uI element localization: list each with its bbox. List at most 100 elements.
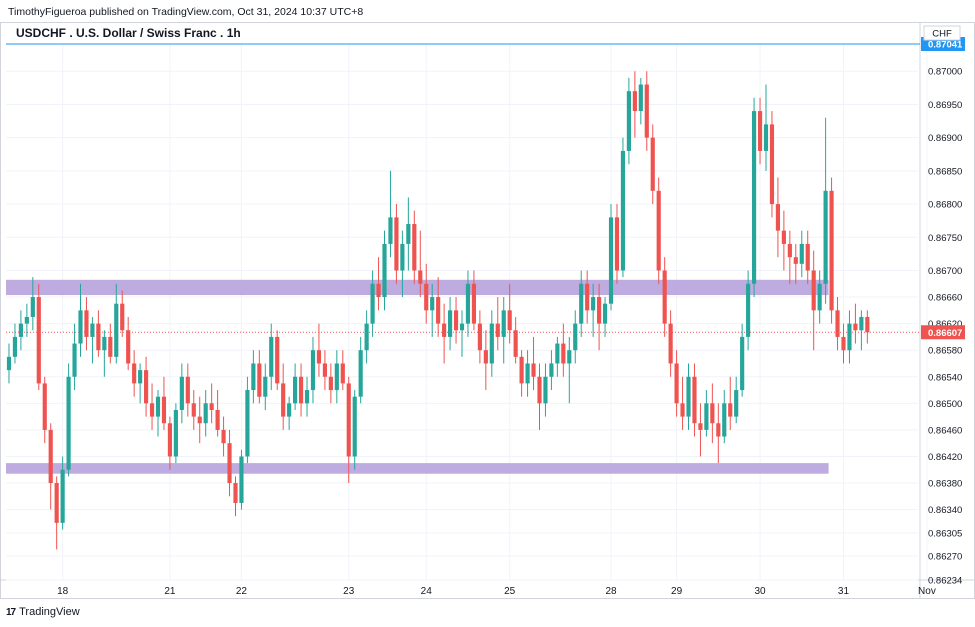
candle [543,363,548,417]
price-tick-label: 0.86620 [928,319,962,330]
candle [489,310,494,377]
candle-body [436,297,441,324]
candle-body [394,217,399,271]
candle [555,336,560,377]
brand-name: TradingView [19,606,80,618]
support-resistance-zone [6,463,829,474]
candle [388,170,393,258]
candle-body [132,363,137,384]
candle-body [650,137,655,191]
candle [203,390,208,437]
candle [567,336,572,404]
price-tick-label: 0.86500 [928,399,962,410]
candle [436,277,441,337]
candle-body [549,363,554,377]
candle [644,71,649,151]
candle-body [185,376,190,404]
candle-body [155,396,161,417]
candle-body [346,383,351,457]
last-price-tag [921,325,965,340]
candle-body [787,243,792,258]
candle-body [96,323,101,351]
candle [155,390,161,437]
candle [597,283,602,351]
candle-body [269,336,274,377]
candle-body [692,376,697,424]
candle [734,376,739,424]
candle-body [424,283,429,311]
candle [6,343,12,384]
candle-body [102,336,107,351]
candle-body [263,376,268,397]
candle-body [12,336,18,357]
price-tick-label: 0.86900 [928,133,962,144]
candle [358,336,363,404]
candle [835,297,840,351]
price-tick-label: 0.87000 [928,67,962,78]
candle-body [191,403,196,417]
candle-body [608,217,614,304]
candle-body [358,350,363,397]
candle-body [167,423,173,457]
candle [221,416,226,457]
candle [316,323,322,377]
candle [775,177,781,258]
candle-body [519,356,524,384]
candles [6,71,870,550]
candle-body [447,310,453,337]
time-tick-label: 18 [57,586,69,597]
price-tick-label: 0.86340 [928,505,962,516]
candle [293,363,298,410]
price-tick-label: 0.86460 [928,425,962,436]
candle [501,297,506,364]
candle [668,310,673,377]
candle-body [215,409,220,430]
candle [853,303,858,344]
candle-body [382,243,387,298]
candle [364,310,369,364]
price-tick-label: 0.86660 [928,293,962,304]
candle-body [561,343,566,364]
candle [400,230,405,298]
time-tick-label: 28 [605,586,617,597]
candle-body [209,403,214,410]
candle [674,350,679,417]
candle [84,297,89,351]
candle-body [340,363,345,384]
candle-body [108,336,113,357]
candle [519,350,524,397]
candle [257,350,262,404]
candle [447,297,453,351]
candle-body [179,376,184,410]
candle-body [781,230,786,244]
candle-body [281,383,286,417]
candle-body [66,376,71,470]
candle-body [644,84,649,138]
candle-body [591,297,596,311]
time-tick-label: Nov [918,586,936,597]
candle [281,363,286,430]
candle [608,204,614,311]
candle [424,263,429,324]
candle-body [90,323,95,337]
candle [120,290,125,337]
time-tick-label: 23 [343,586,355,597]
candle-body [543,376,548,404]
candle [704,390,709,437]
candle-body [442,323,447,337]
candle [471,270,477,331]
candle-body [495,323,500,337]
candle [60,456,65,530]
candle [847,310,852,364]
candle [328,363,333,404]
candle [513,316,518,364]
candle [54,476,59,550]
candle-body [835,310,840,337]
candle-body [841,336,846,351]
candle [48,423,53,510]
candle-body [525,363,530,384]
candle-body [275,336,280,384]
candle-body [620,150,626,271]
candle-body [287,403,292,417]
